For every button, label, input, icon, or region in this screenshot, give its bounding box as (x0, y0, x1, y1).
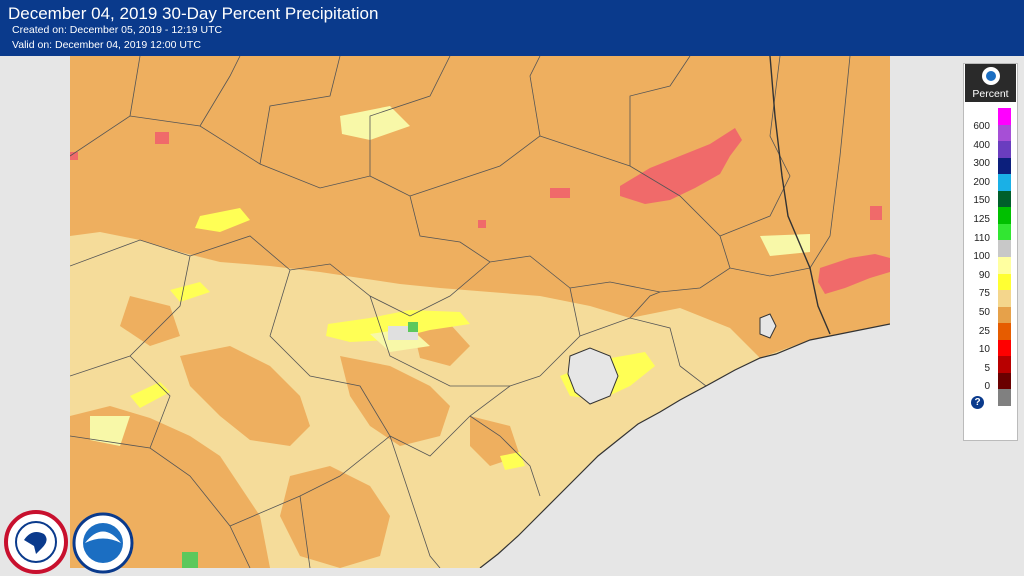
legend-label: 600 (973, 121, 990, 132)
legend-swatch (998, 339, 1011, 357)
legend-label: 75 (978, 288, 990, 300)
legend-label: 150 (973, 195, 990, 207)
legend-swatch (998, 290, 1011, 308)
legend-header: Percent (965, 64, 1016, 102)
county-boundaries (70, 56, 851, 568)
nws-logo (4, 510, 68, 574)
legend-swatch (998, 389, 1011, 407)
legend-label: 10 (978, 344, 990, 356)
legend-swatch (998, 273, 1011, 291)
legend-label: 25 (978, 325, 990, 337)
legend-label: 100 (973, 251, 990, 263)
precipitation-map[interactable] (70, 56, 890, 568)
map-title: December 04, 2019 30-Day Percent Precipi… (8, 4, 379, 23)
legend-swatch (998, 356, 1011, 374)
legend-swatch (998, 240, 1011, 258)
legend-label: 0 (984, 381, 990, 393)
noaa-logo (72, 512, 134, 574)
legend-label: 125 (973, 214, 990, 225)
legend-swatch (998, 207, 1011, 225)
legend-swatch (998, 323, 1011, 341)
legend-swatch (998, 306, 1011, 324)
legend-label: 300 (973, 158, 990, 170)
legend-swatch (998, 157, 1011, 175)
legend-swatch (998, 372, 1011, 390)
dry-regions (70, 56, 890, 568)
legend-swatch (998, 124, 1011, 142)
coastline (479, 323, 890, 568)
legend-label: 110 (974, 232, 990, 244)
very-dry-regions (70, 128, 890, 294)
legend-label: 5 (984, 362, 990, 374)
legend-swatch (998, 190, 1011, 208)
header-bar: December 04, 2019 30-Day Percent Precipi… (0, 0, 1024, 56)
legend-swatch (998, 174, 1011, 192)
legend-swatch (998, 223, 1011, 241)
created-on-text: Created on: December 05, 2019 - 12:19 UT… (12, 24, 223, 36)
legend-label: 200 (973, 176, 990, 188)
legend-label: 50 (978, 307, 990, 318)
legend-swatch (998, 108, 1011, 126)
normal-regions (90, 106, 810, 446)
legend-swatch (998, 257, 1011, 275)
noaa-mini-icon (982, 67, 1000, 85)
legend-label: 400 (973, 139, 990, 151)
state-boundary (769, 56, 831, 335)
legend-swatch (998, 141, 1011, 159)
valid-on-text: Valid on: December 04, 2019 12:00 UTC (12, 39, 201, 51)
sabine-lake (759, 313, 777, 339)
galveston-bay (567, 347, 619, 405)
help-icon[interactable]: ? (971, 396, 984, 409)
legend-label: 90 (978, 269, 990, 281)
legend-title: Percent (972, 88, 1009, 100)
